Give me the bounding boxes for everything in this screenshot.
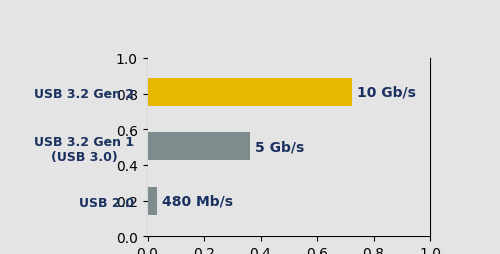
Text: 5 Gb/s: 5 Gb/s [255, 140, 304, 154]
Text: 480 Mb/s: 480 Mb/s [162, 194, 234, 208]
Bar [148, 187, 158, 215]
Bar [148, 78, 352, 106]
Bar [148, 133, 250, 161]
Text: 10 Gb/s: 10 Gb/s [358, 85, 416, 99]
